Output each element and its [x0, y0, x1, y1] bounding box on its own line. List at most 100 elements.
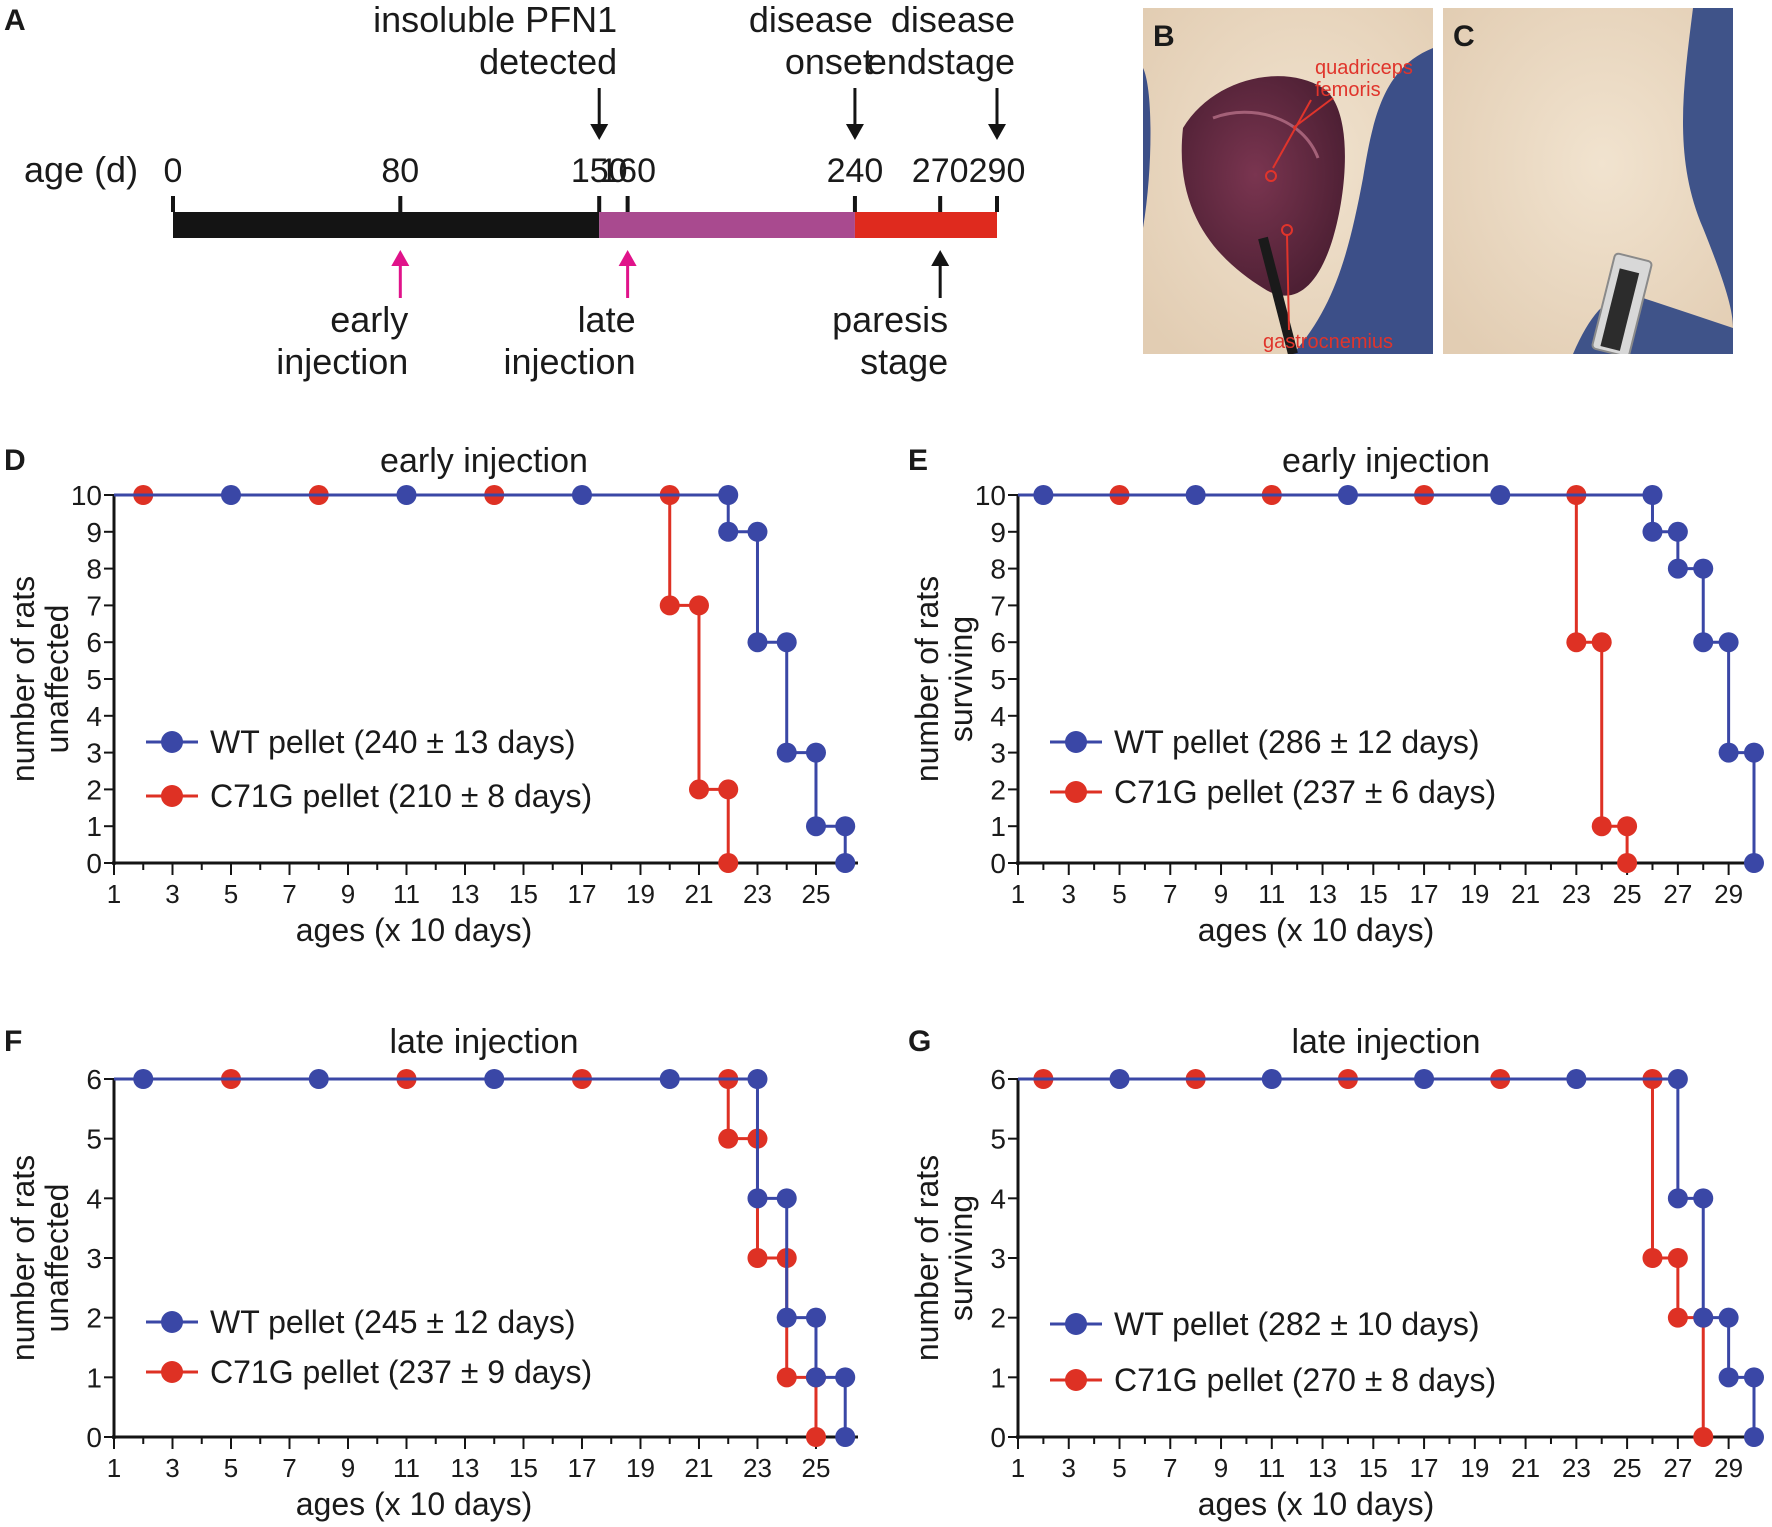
- x-tick-label: 3: [165, 1453, 179, 1483]
- up-arrow-icon: [391, 250, 410, 266]
- panel-label: E: [908, 444, 928, 477]
- data-point-wt: [1490, 485, 1511, 505]
- x-tick-label: 7: [1163, 1453, 1177, 1483]
- data-point-wt: [1693, 558, 1714, 579]
- data-point-wt: [776, 632, 797, 653]
- legend-marker: [1065, 1369, 1087, 1391]
- y-tick-label: 0: [990, 848, 1006, 879]
- x-tick-label: 3: [1062, 1453, 1076, 1483]
- legend-label: WT pellet (282 ± 10 days): [1114, 1306, 1480, 1342]
- data-point-wt: [1261, 1069, 1282, 1089]
- panel-label: F: [4, 1025, 22, 1058]
- y-tick-label: 8: [990, 554, 1006, 585]
- y-axis-label-line1: number of rats: [5, 1155, 41, 1361]
- data-point-wt: [1718, 1367, 1739, 1388]
- x-tick-label: 9: [1214, 879, 1228, 909]
- data-point-c71g: [805, 1427, 826, 1447]
- data-point-wt: [1744, 1427, 1764, 1447]
- data-point-wt: [1642, 485, 1663, 505]
- y-tick-label: 9: [86, 517, 102, 548]
- event-label-line2: detected: [479, 41, 617, 82]
- event-label-line1: disease: [749, 0, 873, 40]
- data-point-wt: [1033, 485, 1054, 505]
- x-tick-label: 9: [1214, 1453, 1228, 1483]
- timeline-tick-label: 80: [381, 152, 419, 190]
- legend-marker: [1065, 1313, 1087, 1335]
- y-tick-label: 4: [990, 701, 1006, 732]
- timeline-axis-label: age (d): [24, 149, 138, 190]
- data-point-wt: [308, 1069, 329, 1089]
- data-point-c71g: [1667, 1248, 1688, 1268]
- y-axis-label-line2: unaffected: [39, 605, 75, 754]
- x-tick-label: 25: [1613, 879, 1642, 909]
- data-point-wt: [1744, 742, 1764, 763]
- data-point-wt: [805, 1307, 826, 1328]
- data-point-wt: [1642, 521, 1663, 542]
- x-tick-label: 17: [1410, 1453, 1439, 1483]
- x-tick-label: 1: [107, 1453, 121, 1483]
- data-point-c71g: [1591, 632, 1612, 653]
- event-label-line2: injection: [504, 341, 636, 382]
- data-point-c71g: [1566, 632, 1587, 653]
- x-tick-label: 3: [165, 879, 179, 909]
- x-tick-label: 27: [1663, 1453, 1692, 1483]
- data-point-c71g: [1642, 1248, 1663, 1268]
- data-point-wt: [835, 1427, 856, 1447]
- y-tick-label: 7: [990, 590, 1006, 621]
- x-tick-label: 13: [1308, 879, 1337, 909]
- x-tick-label: 7: [282, 879, 296, 909]
- timeline-events-above: insoluble PFN1detecteddiseaseonsetdiseas…: [373, 0, 1015, 140]
- up-arrow-icon: [931, 250, 950, 266]
- data-point-wt: [835, 853, 856, 873]
- timeline-tick-label: 290: [969, 152, 1026, 190]
- event-label-line1: paresis: [832, 299, 948, 340]
- data-point-c71g: [1617, 816, 1638, 837]
- event-label-line2: endstage: [867, 41, 1015, 82]
- x-tick-label: 9: [341, 879, 355, 909]
- x-tick-label: 25: [802, 1453, 831, 1483]
- data-point-wt: [396, 485, 417, 505]
- y-tick-label: 4: [86, 701, 102, 732]
- legend-marker: [161, 785, 183, 807]
- panel-label: G: [908, 1025, 931, 1058]
- x-tick-label: 23: [1562, 879, 1591, 909]
- data-point-wt: [1718, 1307, 1739, 1328]
- x-tick-label: 5: [1112, 879, 1126, 909]
- data-point-c71g: [718, 853, 739, 873]
- panel-label-c: C: [1453, 20, 1475, 53]
- x-tick-label: 3: [1062, 879, 1076, 909]
- x-tick-label: 21: [1511, 879, 1540, 909]
- y-tick-label: 6: [990, 627, 1006, 658]
- x-tick-label: 17: [568, 1453, 597, 1483]
- data-point-wt: [1109, 1069, 1130, 1089]
- data-point-wt: [133, 1069, 154, 1089]
- legend-marker: [161, 1361, 183, 1383]
- data-point-c71g: [688, 779, 709, 800]
- y-tick-label: 2: [990, 1303, 1006, 1334]
- event-label-line1: late: [578, 299, 636, 340]
- data-point-c71g: [747, 1248, 768, 1268]
- y-tick-label: 5: [990, 1124, 1006, 1155]
- x-tick-label: 15: [1359, 879, 1388, 909]
- data-point-wt: [718, 485, 739, 505]
- y-tick-label: 0: [86, 1422, 102, 1453]
- chart-title: early injection: [380, 442, 588, 480]
- y-axis-label-line2: unaffected: [39, 1184, 75, 1333]
- x-tick-label: 21: [685, 879, 714, 909]
- y-tick-label: 3: [86, 738, 102, 769]
- data-point-wt: [659, 1069, 680, 1089]
- chart-title: early injection: [1282, 442, 1490, 480]
- legend-label: WT pellet (245 ± 12 days): [210, 1304, 576, 1340]
- event-label-line2: onset: [785, 41, 873, 82]
- up-arrow-icon: [618, 250, 637, 266]
- y-tick-label: 6: [86, 1064, 102, 1095]
- data-point-c71g: [718, 1128, 739, 1149]
- event-label-line1: insoluble PFN1: [373, 0, 617, 40]
- y-axis-label-line1: number of rats: [909, 576, 945, 782]
- x-tick-label: 25: [802, 879, 831, 909]
- legend-marker: [1065, 781, 1087, 803]
